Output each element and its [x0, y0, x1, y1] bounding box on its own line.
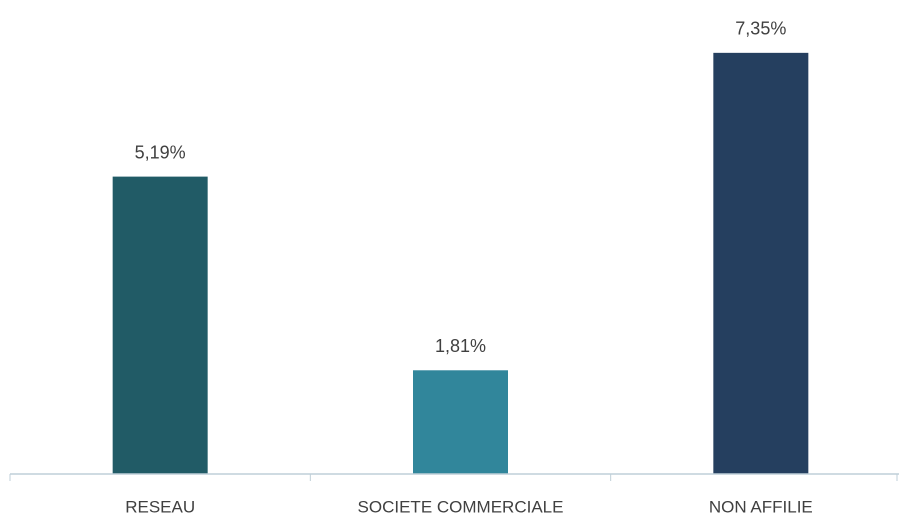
value-label: 5,19%	[135, 142, 186, 162]
bar	[112, 176, 208, 474]
value-label: 1,81%	[435, 336, 486, 356]
x-tick-label: NON AFFILIE	[709, 497, 813, 516]
bar	[713, 52, 809, 474]
x-tick-label: RESEAU	[125, 497, 195, 516]
bar	[413, 370, 508, 474]
value-label: 7,35%	[735, 19, 786, 39]
x-tick-label: SOCIETE COMMERCIALE	[358, 497, 564, 516]
